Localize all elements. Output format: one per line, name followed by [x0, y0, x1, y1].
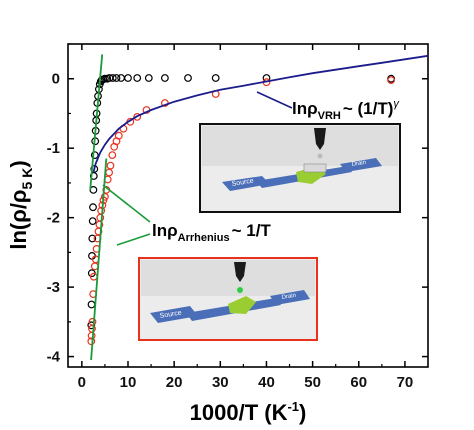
data-point [144, 74, 153, 82]
y-tick-label: -1 [47, 140, 60, 157]
data-point [106, 161, 115, 170]
data-point [114, 131, 123, 140]
arrhenius-leader-line-2 [116, 233, 151, 246]
vrh-annotation: lnρVRH ~ (1/T)γ [292, 98, 400, 122]
inset-top-source-pad [222, 176, 270, 191]
data-point [89, 203, 97, 212]
x-tick-label: 0 [78, 374, 86, 391]
y-axis-title: ln(ρ/ρ5 K) [6, 160, 35, 249]
x-tick-label: 20 [166, 374, 183, 391]
x-tick-label: 50 [304, 374, 321, 391]
x-tick-label: 60 [350, 374, 367, 391]
arrhenius-annotation: lnρArrhenius ~ 1/T [152, 221, 271, 244]
data-point [88, 217, 97, 226]
data-point [108, 74, 117, 82]
data-point [387, 76, 396, 84]
x-tick-label: 40 [258, 374, 275, 391]
x-tick-label: 70 [397, 374, 414, 391]
data-point [97, 206, 106, 215]
chart-data-layer [87, 54, 428, 361]
series-line-path [92, 54, 428, 173]
data-point [100, 74, 109, 83]
inset-top-device-block [303, 163, 327, 173]
series-line-path [89, 54, 104, 190]
data-point [124, 74, 132, 82]
series-line-2 [92, 54, 428, 173]
y-tick-label: 0 [52, 71, 60, 88]
inset-bottom-schematic: Source Drain [138, 257, 318, 341]
data-point [184, 74, 192, 82]
arrhenius-leader-line-1 [102, 184, 151, 223]
inset-top-drain-pad [340, 158, 382, 172]
inset-top-source-label: Source [231, 178, 254, 188]
inset-bottom-drain-pad [270, 290, 310, 305]
inset-bottom-drain-label: Drain [281, 293, 296, 301]
y-axis-ticks: 0 -1 -2 -3 -4 [47, 43, 428, 366]
data-point [160, 74, 169, 82]
inset-top-drain-label: Drain [351, 160, 366, 168]
x-axis-ticks: 0 10 20 30 40 50 60 70 [78, 44, 414, 391]
plot-frame [67, 43, 429, 368]
inset-bottom-droplet [237, 287, 243, 293]
data-point [133, 112, 142, 121]
inset-bottom-source-pad [150, 306, 198, 323]
data-point [90, 151, 99, 160]
data-point [112, 74, 121, 82]
y-tick-label: -2 [47, 210, 60, 227]
x-tick-label: 10 [120, 374, 137, 391]
inset-top-schematic: Source Drain [199, 123, 401, 213]
x-axis-title: 1000/T (K-1) [190, 399, 307, 425]
vrh-leader-line [256, 91, 293, 109]
y-tick-label: -3 [47, 279, 60, 296]
data-point [87, 337, 96, 346]
series-line-4 [89, 54, 104, 190]
series-line-3 [90, 158, 108, 361]
inset-top-nozzle [314, 128, 326, 150]
data-point [108, 151, 117, 160]
y-tick-label: -4 [47, 349, 61, 366]
inset-top-droplet [317, 153, 323, 159]
series-line-path [90, 158, 108, 361]
x-tick-label: 30 [212, 374, 229, 391]
data-point [133, 74, 142, 82]
data-point [88, 234, 97, 243]
data-point [89, 185, 98, 194]
data-point [211, 74, 220, 82]
inset-bottom-nozzle [234, 262, 246, 282]
data-point [88, 317, 97, 326]
inset-bottom-flake [228, 296, 256, 314]
inset-bottom-source-label: Source [159, 310, 182, 320]
